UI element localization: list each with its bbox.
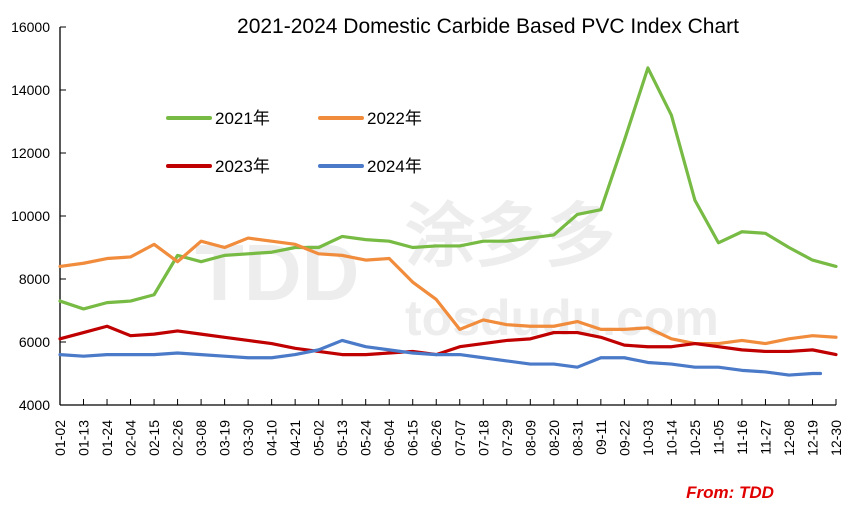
- x-tick-label: 02-26: [170, 420, 186, 456]
- legend-item: 2021年: [166, 109, 270, 128]
- y-tick-label: 12000: [11, 145, 50, 161]
- x-tick-label: 07-29: [499, 420, 515, 456]
- x-axis: 01-02 01-13 01-24 02-04 02-15 02-26 03-08 03-19…: [52, 399, 844, 456]
- x-tick-label: 12-08: [781, 420, 797, 456]
- y-tick-label: 6000: [19, 334, 50, 350]
- y-tick-label: 4000: [19, 397, 50, 413]
- series-line: [58, 324, 838, 357]
- x-tick-label: 07-07: [452, 420, 468, 456]
- x-tick-label: 10-03: [640, 420, 656, 456]
- x-tick-label: 03-08: [193, 420, 209, 456]
- legend-label: 2023年: [215, 157, 270, 176]
- legend-item: 2024年: [318, 157, 422, 176]
- legend-item: 2022年: [318, 109, 422, 128]
- series-2024: [58, 338, 823, 377]
- x-tick-label: 04-21: [287, 420, 303, 456]
- y-tick-label: 14000: [11, 82, 50, 98]
- x-tick-label: 04-10: [264, 420, 280, 456]
- x-tick-label: 02-04: [123, 420, 139, 456]
- legend-label: 2021年: [215, 109, 270, 128]
- x-tick-label: 10-14: [663, 420, 679, 456]
- y-axis: 4000 6000 8000 10000 12000 14000 16000: [11, 19, 66, 413]
- x-tick-label: 08-31: [569, 420, 585, 456]
- x-tick-label: 02-15: [146, 420, 162, 456]
- y-tick-label: 8000: [19, 271, 50, 287]
- legend: 2021年 2022年 2023年 2024年: [166, 109, 422, 176]
- x-tick-label: 06-26: [428, 420, 444, 456]
- x-tick-label: 06-04: [381, 420, 397, 456]
- legend-label: 2024年: [367, 157, 422, 176]
- y-tick-label: 16000: [11, 19, 50, 35]
- x-tick-label: 05-24: [358, 420, 374, 456]
- x-tick-label: 11-27: [757, 420, 773, 455]
- series-line: [58, 338, 823, 377]
- chart-title: 2021-2024 Domestic Carbide Based PVC Ind…: [237, 15, 739, 38]
- x-tick-label: 08-20: [546, 420, 562, 456]
- x-tick-label: 01-24: [99, 420, 115, 456]
- x-tick-label: 07-18: [475, 420, 491, 456]
- x-tick-label: 03-30: [240, 420, 256, 456]
- x-tick-label: 09-11: [593, 420, 609, 455]
- x-tick-label: 05-02: [311, 420, 327, 456]
- x-tick-label: 03-19: [217, 420, 233, 456]
- x-tick-label: 12-19: [804, 420, 820, 456]
- watermark-cn: 涂多多: [405, 197, 615, 275]
- legend-item: 2023年: [166, 157, 270, 176]
- x-tick-label: 08-09: [522, 420, 538, 456]
- x-tick-label: 05-13: [334, 420, 350, 456]
- series-line: [58, 66, 838, 311]
- x-tick-label: 01-02: [52, 420, 68, 456]
- x-tick-label: 11-16: [734, 420, 750, 455]
- x-tick-label: 11-05: [710, 420, 726, 455]
- series-layer: [58, 66, 838, 377]
- x-tick-label: 06-15: [405, 420, 421, 456]
- source-note: From: TDD: [686, 483, 774, 502]
- series-2021: [58, 66, 838, 311]
- series-2023: [58, 324, 838, 357]
- y-tick-label: 10000: [11, 208, 50, 224]
- x-tick-label: 09-22: [616, 420, 632, 456]
- legend-label: 2022年: [367, 109, 422, 128]
- x-tick-label: 10-25: [687, 420, 703, 456]
- x-tick-label: 01-13: [76, 420, 92, 456]
- x-tick-label: 12-30: [828, 420, 844, 456]
